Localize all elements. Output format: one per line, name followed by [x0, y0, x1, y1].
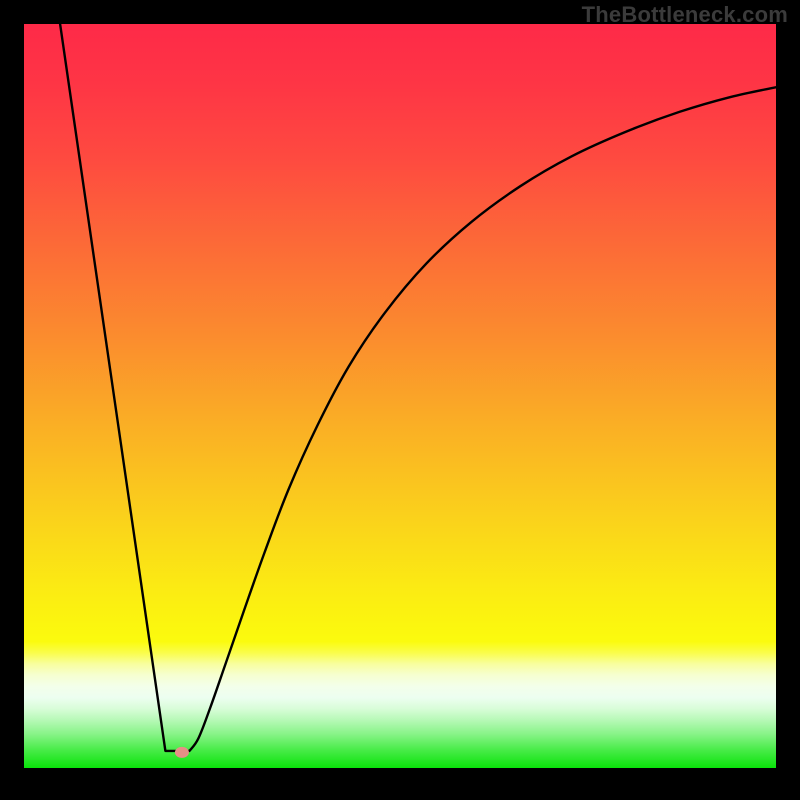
minimum-marker [175, 747, 189, 758]
chart-container: TheBottleneck.com [0, 0, 800, 800]
bottleneck-chart-svg [24, 24, 776, 768]
gradient-background [24, 24, 776, 768]
watermark-text: TheBottleneck.com [582, 2, 788, 28]
